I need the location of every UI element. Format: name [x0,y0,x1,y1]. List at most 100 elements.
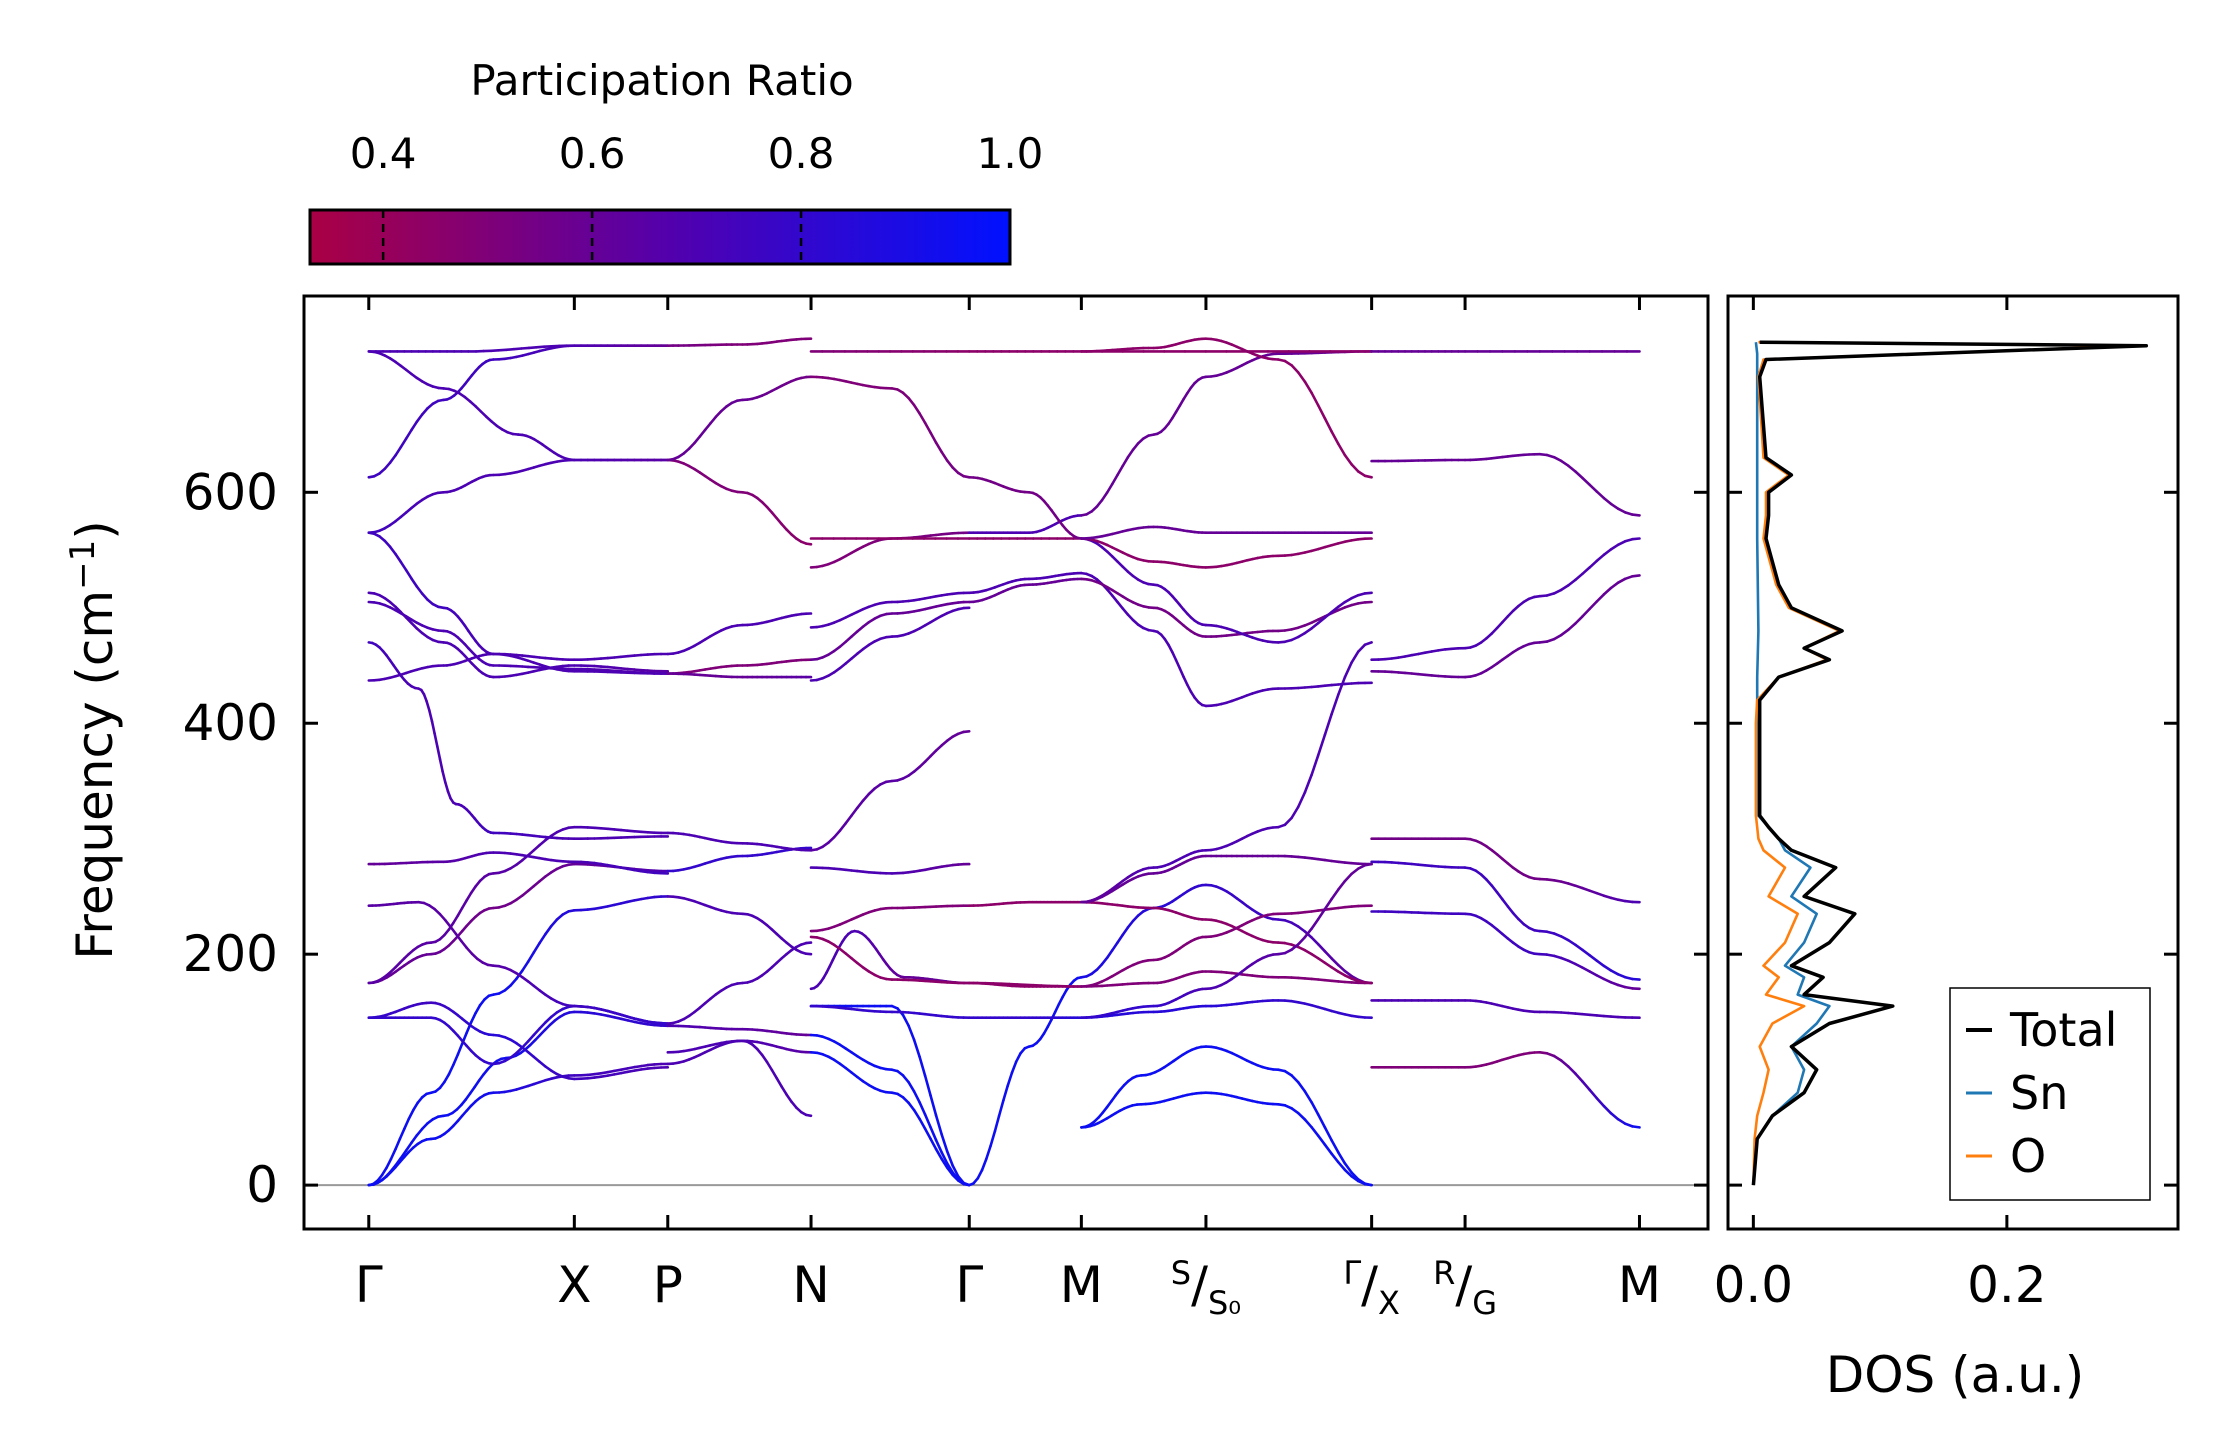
band-g1 [809,1051,971,1187]
band-segment [443,1073,451,1084]
band-segment [398,1127,406,1141]
band-segment [918,1101,927,1116]
band-g2 [809,1033,971,1187]
band-segment [1316,403,1327,420]
band-segment [1006,1071,1014,1088]
band-segment [456,1042,464,1056]
band-segment [912,403,921,415]
band-segment [1588,953,1599,963]
band-segment [1316,616,1327,625]
band-segment [441,770,447,784]
band-segment [1303,1118,1313,1129]
band-segment [901,1013,910,1027]
band-b19 [666,1039,813,1066]
band-s7 [1080,904,1373,988]
band-segment [1616,1117,1627,1125]
band-segment [1303,380,1313,395]
band-segment [1616,507,1627,514]
band-segment [709,415,718,425]
k-point-label: M [1060,1256,1103,1314]
band-segment [1567,464,1577,473]
band-segment [404,568,413,580]
band-segment [1337,963,1347,973]
band-segment [1053,1002,1061,1014]
colorbar-tick-label: 0.6 [559,129,626,178]
band-segment [861,792,871,802]
legend-label-total: Total [2009,1003,2117,1057]
band-segment [415,1127,424,1137]
band-g6 [809,935,971,985]
band-segment [1602,548,1613,557]
band-segment [1046,1018,1053,1029]
band-segment [389,1147,397,1161]
band-segment [934,1147,944,1161]
band-segment [1631,513,1641,517]
band-g15 [809,375,971,479]
band-segment [1323,897,1333,911]
band-segment [420,407,429,416]
band-segment [1296,935,1307,946]
band-segment [420,592,429,601]
band-segment [385,1157,393,1169]
band-b29 [666,458,813,546]
band-segment [1111,473,1119,486]
band-segment [770,1068,779,1080]
band-segment [404,428,413,440]
band-segment [1290,1074,1300,1084]
band-m5 [967,900,1083,908]
band-segment [1350,463,1360,473]
band-segment [1316,1134,1327,1146]
band-segment [394,1137,402,1151]
band-segment [1595,974,1606,981]
band-b7 [367,825,670,985]
band-segment [515,1046,524,1055]
band-segment [380,1166,388,1177]
band-segment [388,1164,397,1174]
band-segment [544,1015,553,1024]
legend-label-o: O [2010,1129,2046,1183]
band-segment [1588,483,1599,493]
band-segment [1485,878,1494,887]
band-segment [940,450,949,462]
band-segment [438,757,444,773]
band-b23 [666,895,813,956]
band-segment [1595,553,1606,563]
band-segment [714,409,723,419]
band-s8 [1080,862,1373,1020]
band-segment [1588,1088,1599,1100]
band-b21 [666,1024,813,1037]
band-segment [901,1096,910,1105]
band-b13 [367,591,670,679]
band-b20 [666,1039,813,1118]
band-segment [1588,600,1599,611]
dos-panel: 0.0 0.2 DOS (a.u.) Total Sn O [1714,294,2180,1404]
band-segment [703,421,712,432]
band-segment [1290,1107,1300,1115]
band-segment [1116,600,1124,610]
band-segment [410,420,419,432]
band-segment [1330,693,1340,716]
band-segment [1574,1072,1584,1083]
band-segment [867,787,877,796]
band-b12 [367,600,670,675]
band-segment [469,1011,477,1024]
band-segment [929,431,938,445]
band-segment [844,814,853,825]
k-point-label: S/S₀ [1171,1254,1241,1322]
band-segment [804,1113,813,1118]
band-segment [526,1033,536,1043]
colorbar-tick-label: 1.0 [977,129,1044,178]
band-segment [1116,464,1124,477]
band-segment [449,925,458,936]
band-segment [1616,577,1627,585]
band-plot-frame [302,294,1710,1231]
band-segment [468,1085,477,1095]
k-point-label: P [653,1256,683,1314]
band-segment [1330,1152,1340,1164]
band-segment [399,437,408,449]
band-segment [1303,773,1313,794]
y-tick-label: 200 [183,925,278,983]
colorbar: Participation Ratio 0.4 0.6 0.8 1.0 [308,56,1044,266]
band-segment [532,941,541,954]
